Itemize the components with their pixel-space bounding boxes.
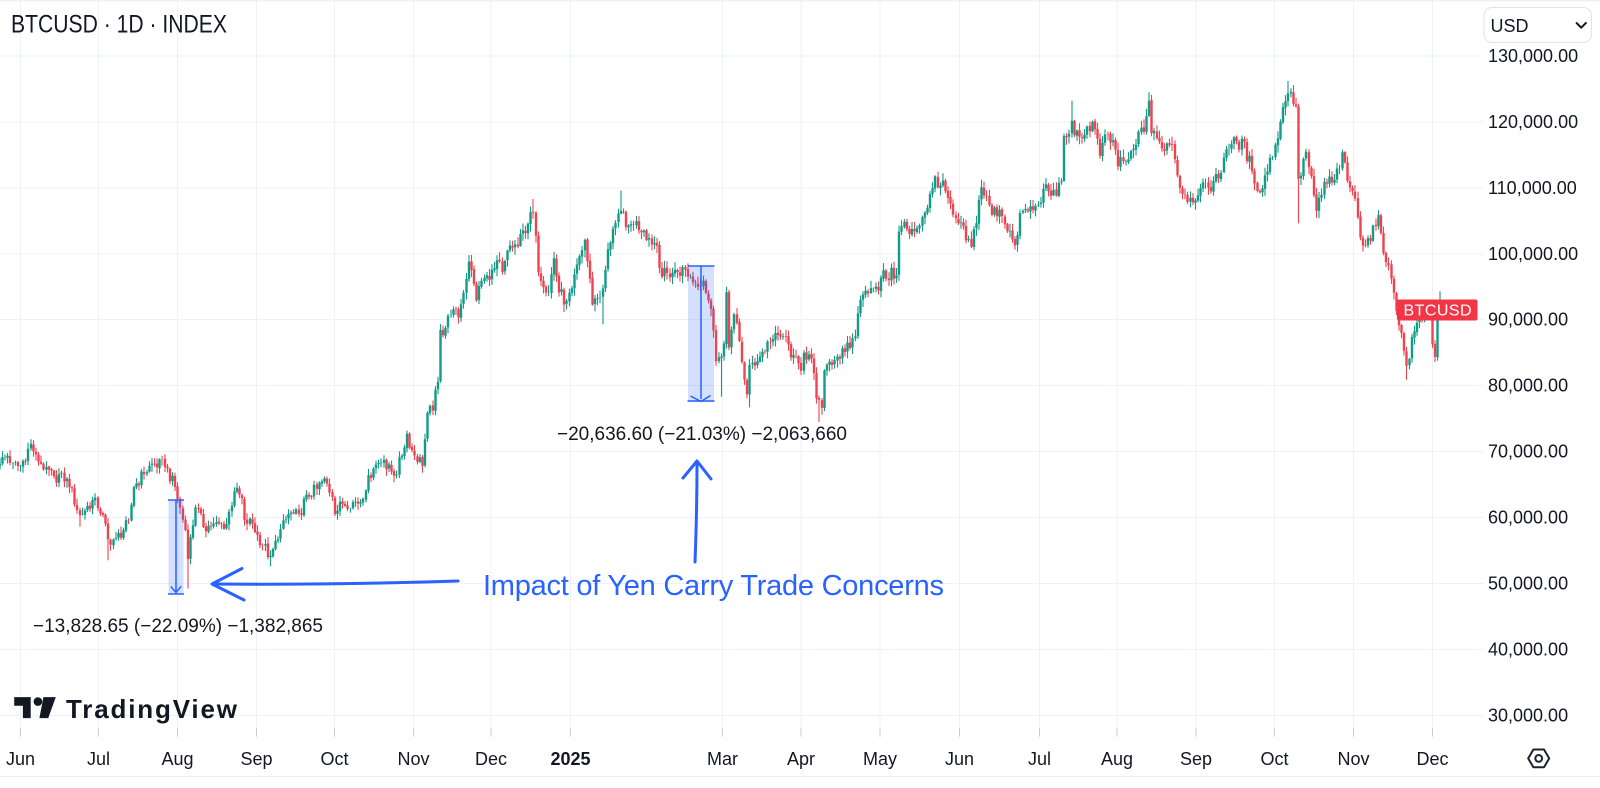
svg-text:60,000.00: 60,000.00 (1488, 508, 1568, 528)
svg-text:Dec: Dec (475, 749, 507, 769)
svg-text:BTCUSD: BTCUSD (1404, 303, 1472, 320)
svg-text:Apr: Apr (787, 749, 815, 769)
svg-text:Oct: Oct (1260, 749, 1288, 769)
svg-text:TradingView: TradingView (66, 694, 238, 724)
svg-text:100,000.00: 100,000.00 (1488, 244, 1578, 264)
svg-text:120,000.00: 120,000.00 (1488, 112, 1578, 132)
svg-text:−13,828.65 (−22.09%) −1,382,86: −13,828.65 (−22.09%) −1,382,865 (33, 616, 323, 637)
svg-text:Nov: Nov (1337, 749, 1369, 769)
svg-text:−20,636.60 (−21.03%) −2,063,66: −20,636.60 (−21.03%) −2,063,660 (557, 424, 847, 445)
svg-text:Jul: Jul (1028, 749, 1051, 769)
svg-text:USD: USD (1491, 16, 1529, 36)
svg-text:Sep: Sep (240, 749, 272, 769)
svg-text:May: May (863, 749, 897, 769)
svg-text:Jul: Jul (87, 749, 110, 769)
svg-text:90,000.00: 90,000.00 (1488, 310, 1568, 330)
svg-text:50,000.00: 50,000.00 (1488, 574, 1568, 594)
svg-text:110,000.00: 110,000.00 (1488, 178, 1577, 198)
svg-text:Impact of Yen Carry Trade Conc: Impact of Yen Carry Trade Concerns (483, 570, 944, 602)
svg-text:40,000.00: 40,000.00 (1488, 640, 1568, 660)
svg-text:Sep: Sep (1180, 749, 1212, 769)
svg-text:30,000.00: 30,000.00 (1488, 706, 1568, 726)
svg-text:Mar: Mar (707, 749, 738, 769)
svg-text:Nov: Nov (397, 749, 429, 769)
svg-text:BTCUSD · 1D · INDEX: BTCUSD · 1D · INDEX (11, 11, 227, 39)
svg-text:Aug: Aug (161, 749, 193, 769)
svg-text:Dec: Dec (1416, 749, 1448, 769)
svg-text:130,000.00: 130,000.00 (1488, 46, 1578, 66)
svg-text:Jun: Jun (945, 749, 974, 769)
svg-text:Oct: Oct (320, 749, 348, 769)
svg-text:Jun: Jun (6, 749, 35, 769)
svg-text:70,000.00: 70,000.00 (1488, 442, 1568, 462)
svg-text:2025: 2025 (550, 749, 590, 769)
svg-text:80,000.00: 80,000.00 (1488, 376, 1568, 396)
svg-text:Aug: Aug (1101, 749, 1133, 769)
